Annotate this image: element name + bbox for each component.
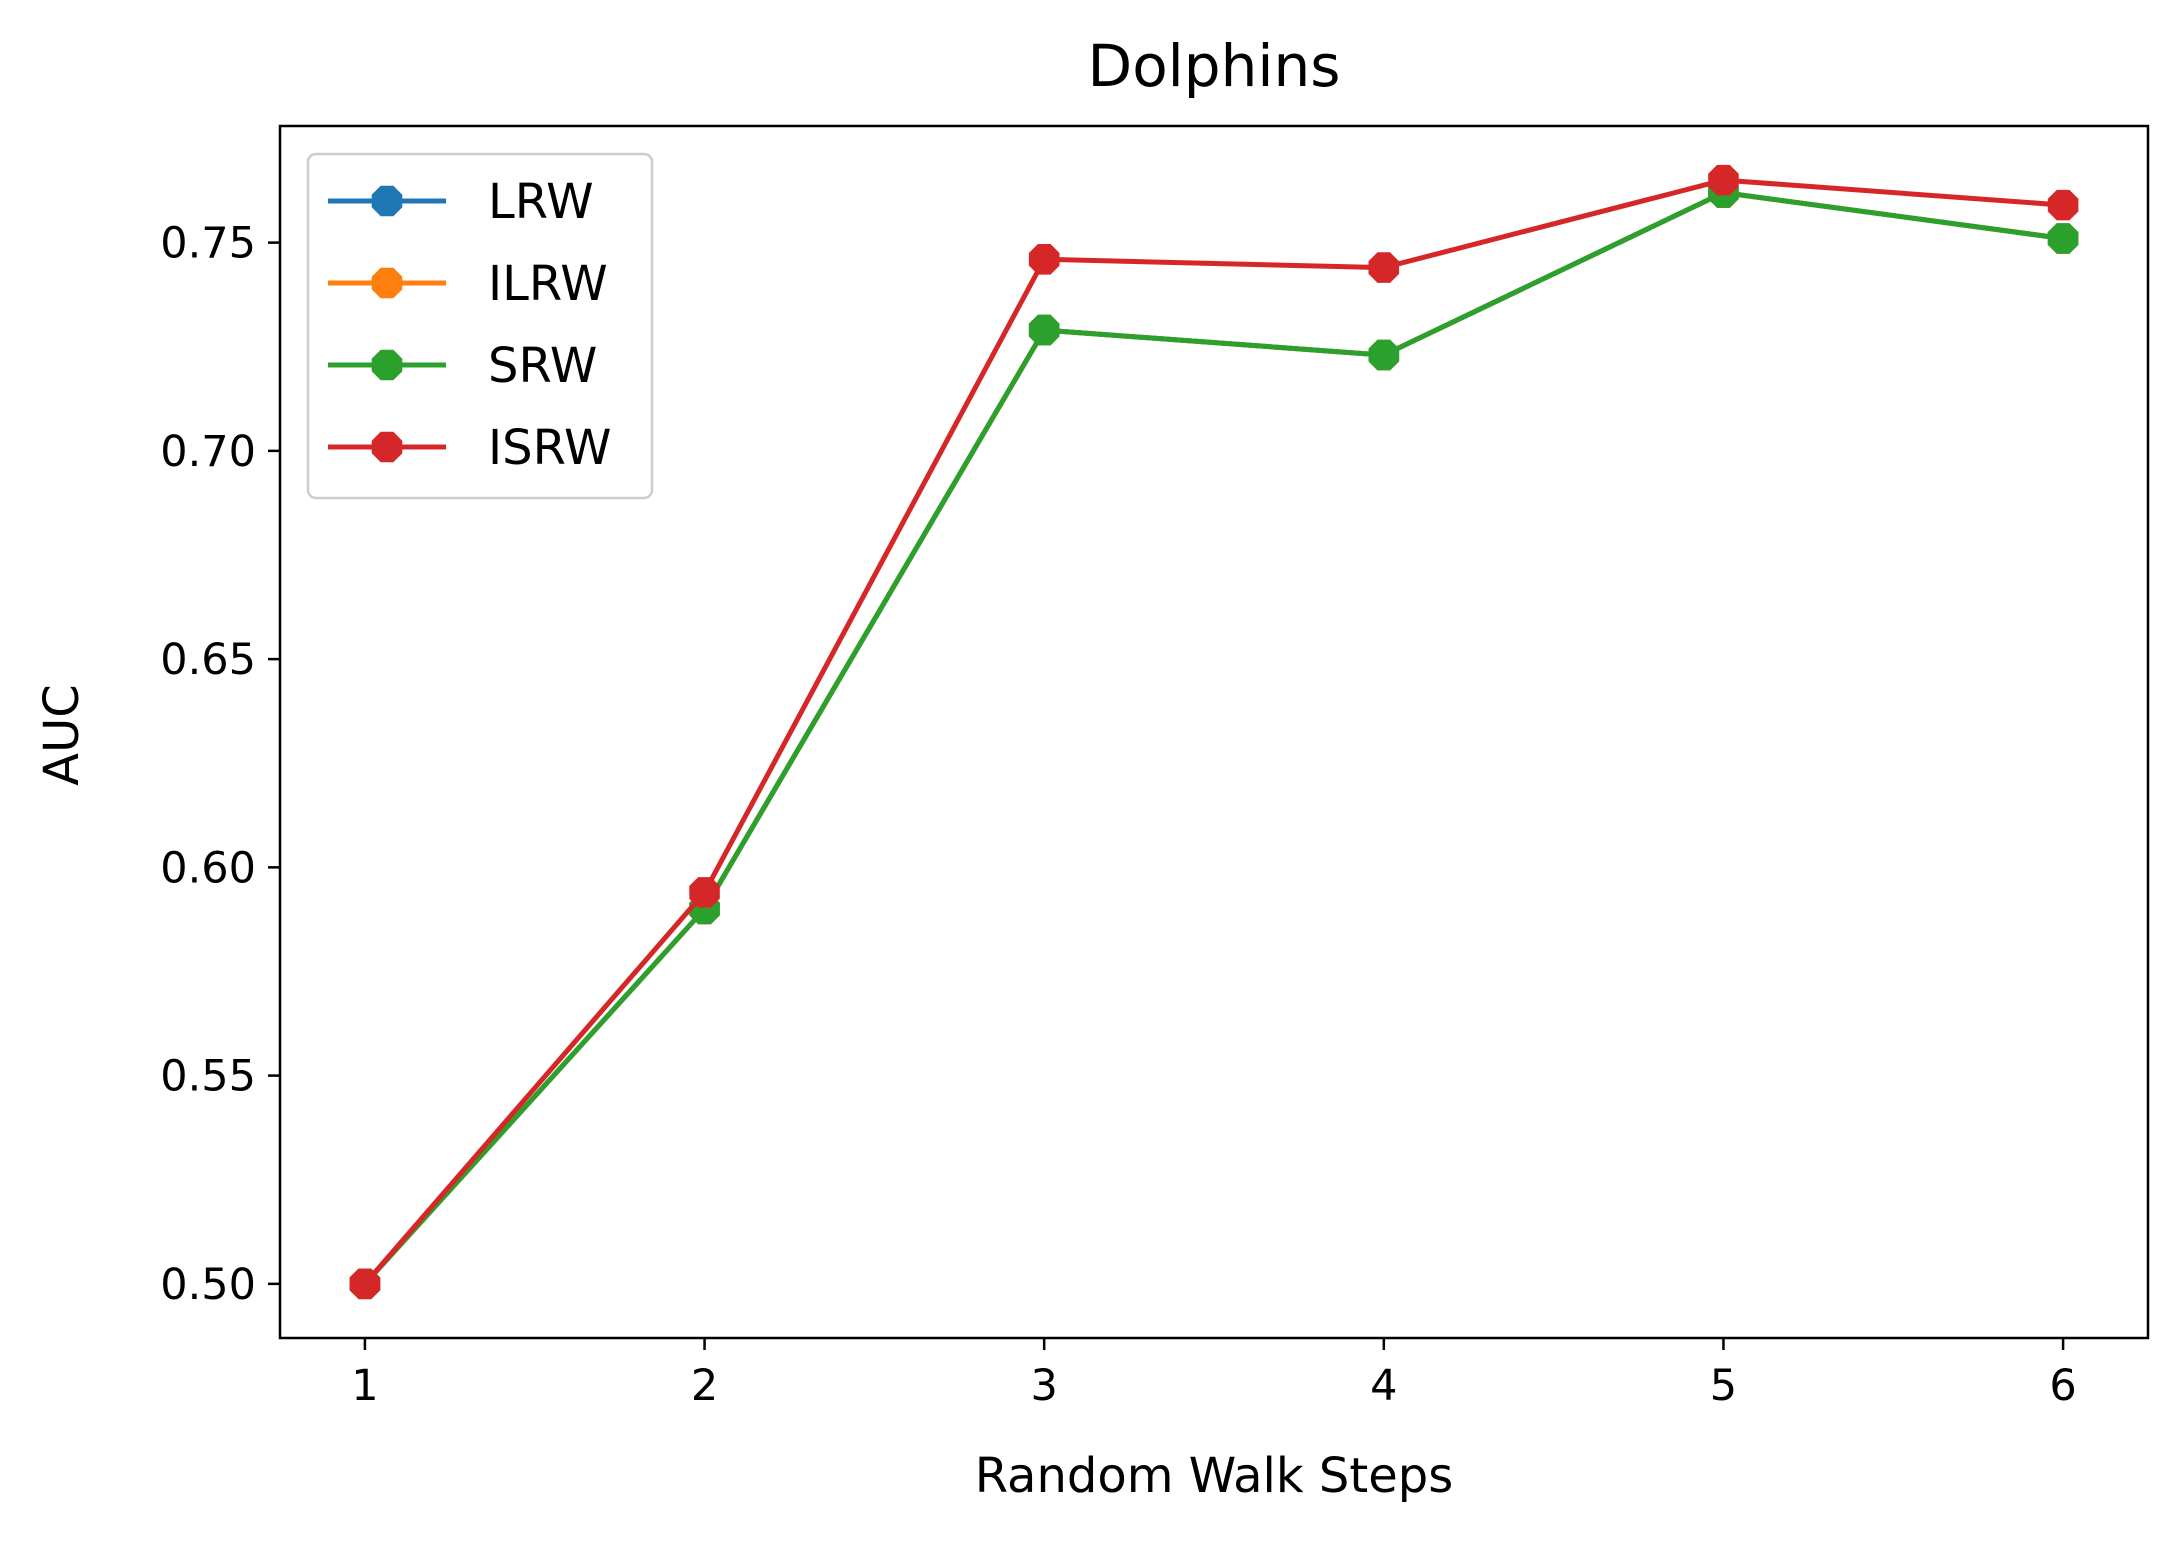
y-tick-label: 0.70 [160, 427, 256, 477]
legend-marker [371, 349, 403, 381]
legend-label: LRW [488, 174, 594, 230]
data-point [1028, 244, 1060, 275]
legend-box [306, 152, 654, 500]
legend-item-lrw: LRW [328, 174, 594, 230]
data-point [1028, 314, 1060, 346]
y-tick-label: 0.55 [160, 1052, 256, 1102]
data-point [1708, 164, 1739, 196]
series-isrw [349, 164, 2079, 1300]
x-axis-title: Random Walk Steps [975, 1448, 1453, 1504]
legend-marker [371, 185, 403, 217]
data-point [1368, 252, 1400, 283]
series-line [363, 190, 2064, 1286]
legend-label: ILRW [488, 256, 608, 312]
legend-item-ilrw: ILRW [328, 256, 608, 312]
x-tick-label: 5 [1710, 1361, 1737, 1411]
x-tick-label: 1 [351, 1361, 378, 1411]
chart-title: Dolphins [1088, 32, 1341, 100]
legend-item-isrw: ISRW [328, 420, 612, 476]
x-tick-label: 4 [1370, 1361, 1397, 1411]
y-tick-label: 0.50 [160, 1260, 256, 1310]
x-tick-label: 3 [1031, 1361, 1058, 1411]
y-tick-label: 0.65 [160, 635, 256, 685]
x-tick-label: 6 [2049, 1361, 2076, 1411]
legend-item-srw: SRW [328, 338, 597, 394]
x-tick-label: 2 [691, 1361, 718, 1411]
y-axis-title: AUC [34, 684, 90, 785]
axes-frame [278, 124, 2150, 1340]
data-point [349, 1268, 381, 1300]
legend-label: ISRW [488, 420, 612, 476]
y-tick-label: 0.60 [160, 843, 256, 893]
data-point [2047, 223, 2079, 254]
plot-area: 1 2 3 4 5 6 0.50 0.55 0.60 0.65 0.70 0.75 LRW ILRW SRW… [160, 124, 2150, 1411]
legend: LRW ILRW SRW ISRW [306, 152, 654, 500]
data-point [1368, 339, 1400, 371]
y-tick-label: 0.75 [160, 219, 256, 269]
series-line [363, 177, 2064, 1286]
legend-marker [371, 267, 403, 299]
data-point [2047, 189, 2079, 221]
legend-marker [371, 431, 403, 463]
data-point [689, 877, 720, 908]
legend-label: SRW [488, 338, 597, 394]
